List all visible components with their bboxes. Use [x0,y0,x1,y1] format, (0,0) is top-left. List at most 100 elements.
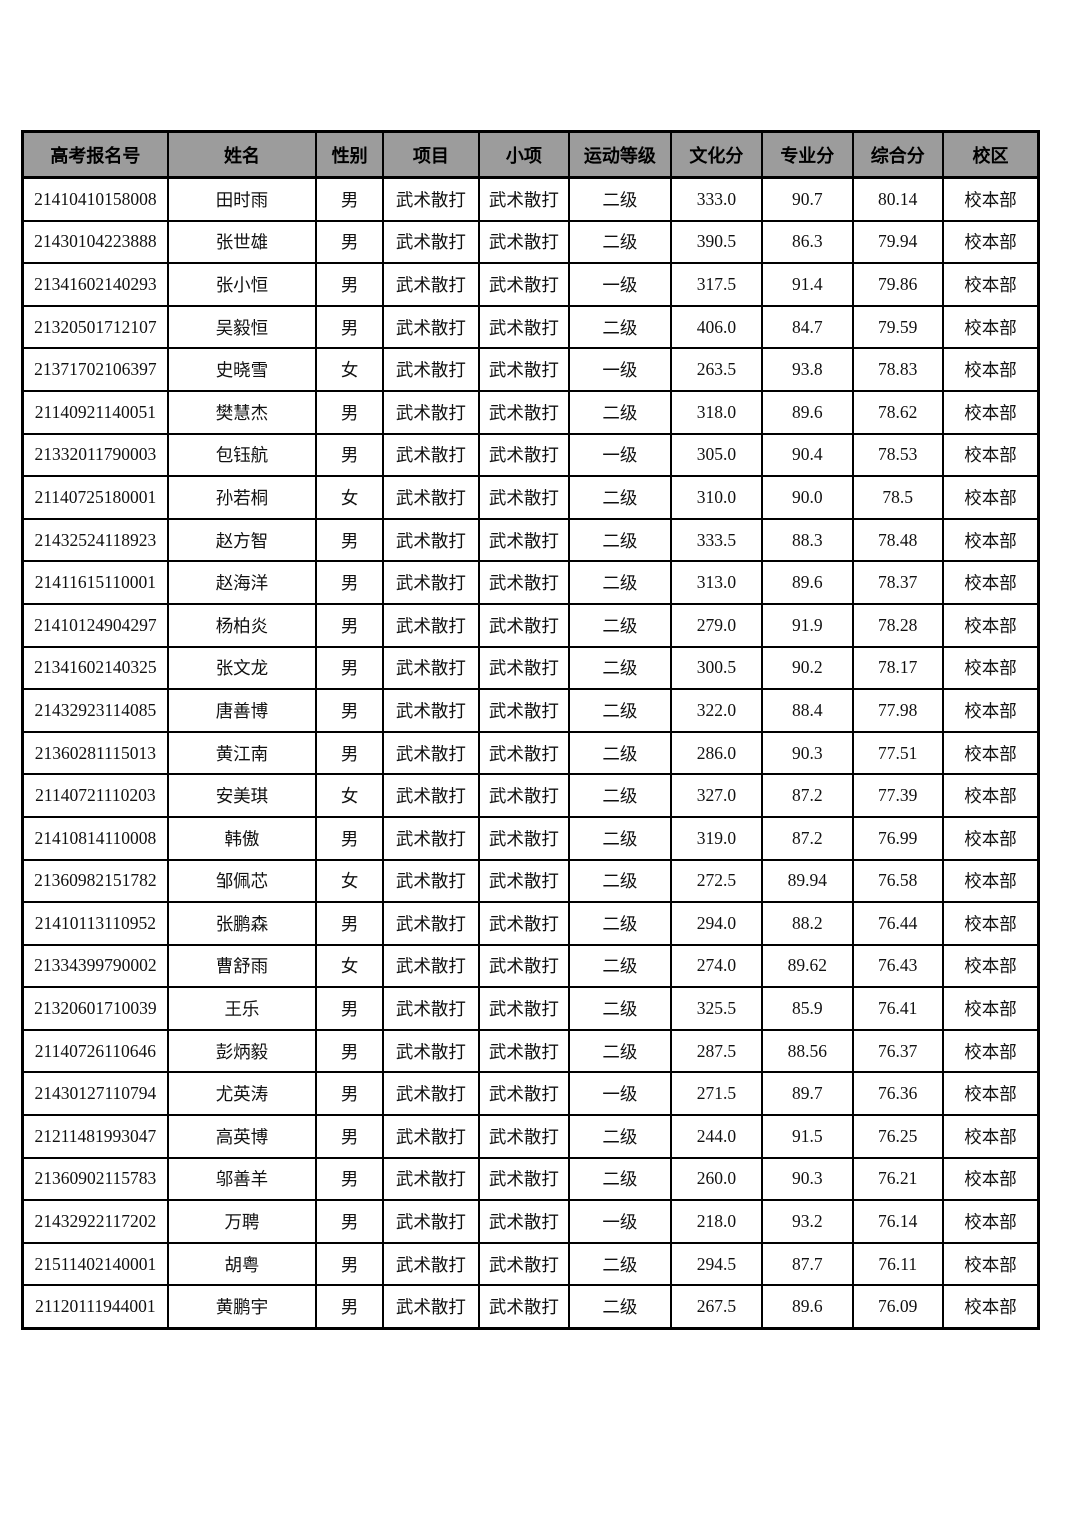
table-cell: 317.5 [669,262,764,307]
table-cell: 胡粤 [166,1241,318,1287]
table-cell: 79.86 [851,262,944,307]
table-cell: 武术散打 [477,1241,571,1287]
table-cell: 武术散打 [477,517,571,563]
table-cell: 邹佩芯 [166,858,318,904]
table-cell: 武术散打 [477,730,571,776]
table-cell: 一级 [568,1071,672,1117]
table-cell: 260.0 [669,1156,764,1202]
table-cell: 黄鹏宇 [166,1284,318,1330]
table-row: 21341602140325 张文龙男武术散打 武术散打 二级 300.5 90.2 78.… [21,645,1040,691]
table-cell: 二级 [568,219,672,265]
table-cell: 21332011790003 [21,432,169,478]
table-cell: 78.62 [851,389,944,435]
table-cell: 78.37 [851,560,944,605]
table-cell: 21410410158008 [21,176,169,222]
table-cell: 校本部 [941,773,1040,818]
table-cell: 二级 [568,901,672,946]
table-cell: 二级 [568,389,672,435]
table-cell: 校本部 [941,986,1040,1031]
table-cell: 79.94 [851,219,944,265]
table-cell: 89.6 [761,1284,854,1330]
table-cell: 二级 [568,688,672,733]
table-cell: 91.4 [761,262,854,307]
table-row: 21411615110001 赵海洋男武术散打 武术散打 二级 313.0 89.6 78.… [21,560,1040,605]
table-cell: 89.6 [761,560,854,605]
table-row: 21140726110646 彭炳毅男武术散打 武术散打 二级 287.5 88.56 76… [21,1028,1040,1074]
table-cell: 女 [315,475,385,520]
table-cell: 校本部 [941,1114,1040,1159]
table-cell: 校本部 [941,1156,1040,1202]
table-cell: 88.2 [761,901,854,946]
table-cell: 88.56 [761,1028,854,1074]
table-cell: 男 [315,730,385,776]
table-cell: 21140726110646 [21,1028,169,1074]
table-cell: 一级 [568,432,672,478]
table-cell: 校本部 [941,901,1040,946]
table-cell: 二级 [568,602,672,648]
table-cell: 武术散打 [477,347,571,392]
table-cell: 武术散打 [477,389,571,435]
table-cell: 76.44 [851,901,944,946]
table-cell: 男 [315,1071,385,1117]
table-cell: 21371702106397 [21,347,169,392]
table-cell: 21430104223888 [21,219,169,265]
table-cell: 校本部 [941,645,1040,691]
table-cell: 武术散打 [477,1156,571,1202]
table-cell: 男 [315,1284,385,1330]
table-cell: 89.7 [761,1071,854,1117]
table-cell: 男 [315,602,385,648]
table-cell: 校本部 [941,1071,1040,1117]
table-cell: 90.3 [761,730,854,776]
table-row: 21140921140051 樊慧杰男武术散打 武术散打 二级 318.0 89.6 78.… [21,389,1040,435]
table-cell: 二级 [568,943,672,989]
table-cell: 男 [315,986,385,1031]
table-cell: 244.0 [669,1114,764,1159]
table-cell: 一级 [568,1199,672,1244]
table-cell: 武术散打 [382,730,480,776]
header-cell-0: 高考报名号 [21,130,169,179]
table-cell: 万聘 [166,1199,318,1244]
table-cell: 76.14 [851,1199,944,1244]
table-cell: 校本部 [941,176,1040,222]
table-cell: 90.2 [761,645,854,691]
table-cell: 校本部 [941,943,1040,989]
table-cell: 78.28 [851,602,944,648]
table-cell: 80.14 [851,176,944,222]
table-cell: 邬善羊 [166,1156,318,1202]
table-cell: 76.25 [851,1114,944,1159]
table-row: 21341602140293 张小恒男武术散打 武术散打 一级 317.5 91.4 79.… [21,262,1040,307]
table-cell: 二级 [568,176,672,222]
table-cell: 21411615110001 [21,560,169,605]
table-cell: 男 [315,1199,385,1244]
header-cell-3: 项目 [382,130,480,179]
table-cell: 武术散打 [382,688,480,733]
table-cell: 校本部 [941,602,1040,648]
table-cell: 318.0 [669,389,764,435]
table-cell: 77.98 [851,688,944,733]
table-row: 21430127110794 尤英涛男武术散打 武术散打 一级 271.5 89.7 76.… [21,1071,1040,1117]
table-cell: 76.41 [851,986,944,1031]
table-cell: 武术散打 [477,986,571,1031]
table-cell: 93.2 [761,1199,854,1244]
table-cell: 武术散打 [382,943,480,989]
table-cell: 武术散打 [477,1071,571,1117]
table-cell: 男 [315,304,385,350]
table-cell: 武术散打 [382,1284,480,1330]
table-cell: 二级 [568,517,672,563]
table-cell: 327.0 [669,773,764,818]
table-row: 21360982151782 邹佩芯女武术散打 武术散打 二级 272.5 89.94 76… [21,858,1040,904]
table-cell: 校本部 [941,1241,1040,1287]
table-cell: 唐善博 [166,688,318,733]
table-cell: 史晓雪 [166,347,318,392]
table-cell: 87.7 [761,1241,854,1287]
table-cell: 305.0 [669,432,764,478]
table-cell: 267.5 [669,1284,764,1330]
table-cell: 男 [315,688,385,733]
table-cell: 21410814110008 [21,815,169,861]
table-row: 21332011790003 包钰航男武术散打 武术散打 一级 305.0 90.4 78.… [21,432,1040,478]
table-cell: 武术散打 [382,1114,480,1159]
table-cell: 包钰航 [166,432,318,478]
table-cell: 赵方智 [166,517,318,563]
table-cell: 校本部 [941,858,1040,904]
